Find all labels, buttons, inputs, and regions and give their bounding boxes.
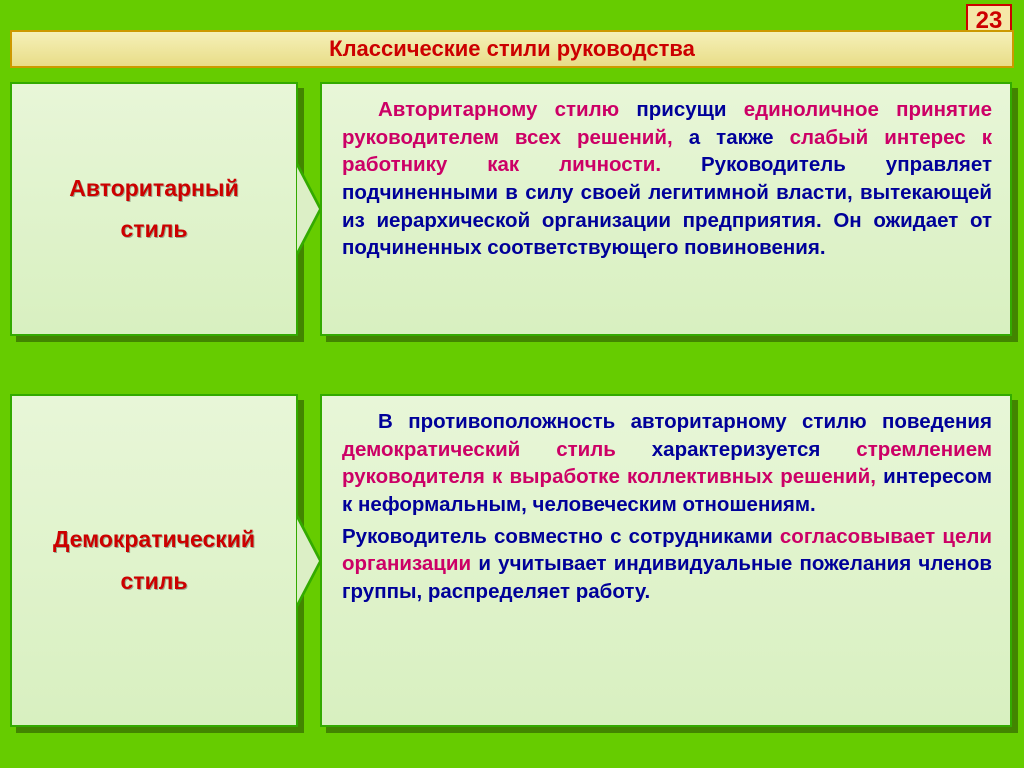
hl: Авторитарному стилю [378, 98, 619, 121]
txt: характеризуется [616, 438, 856, 461]
label-democratic: Демократический стиль [53, 519, 255, 602]
label-authoritarian: Авторитарный стиль [69, 168, 238, 251]
label-box-democratic: Демократический стиль [10, 394, 298, 727]
txt: Руководитель совместно с сотрудниками [342, 525, 780, 548]
label-line2: стиль [121, 216, 188, 242]
hl: демократический стиль [342, 438, 616, 461]
body-text-authoritarian: Авторитарному стилю присущи единоличное … [322, 84, 1010, 274]
label-line1: Авторитарный [69, 175, 238, 201]
body-text-democratic: В противоположность авторитарному стилю … [322, 396, 1010, 618]
label-line2: стиль [121, 568, 188, 594]
section-democratic: Демократический стиль В противоположност… [10, 394, 1012, 727]
section-authoritarian: Авторитарный стиль Авторитарному стилю п… [10, 82, 1012, 336]
body-box-authoritarian: Авторитарному стилю присущи единоличное … [320, 82, 1012, 336]
body-box-democratic: В противоположность авторитарному стилю … [320, 394, 1012, 727]
txt: В противоположность авторитарному стилю … [378, 410, 992, 433]
page-title: Классические стили руководства [10, 30, 1014, 68]
txt: а также [673, 126, 790, 149]
label-box-authoritarian: Авторитарный стиль [10, 82, 298, 336]
chevron-icon-fill [297, 167, 319, 251]
txt: присущи [619, 98, 744, 121]
label-line1: Демократический [53, 526, 255, 552]
chevron-icon-fill [297, 519, 319, 603]
